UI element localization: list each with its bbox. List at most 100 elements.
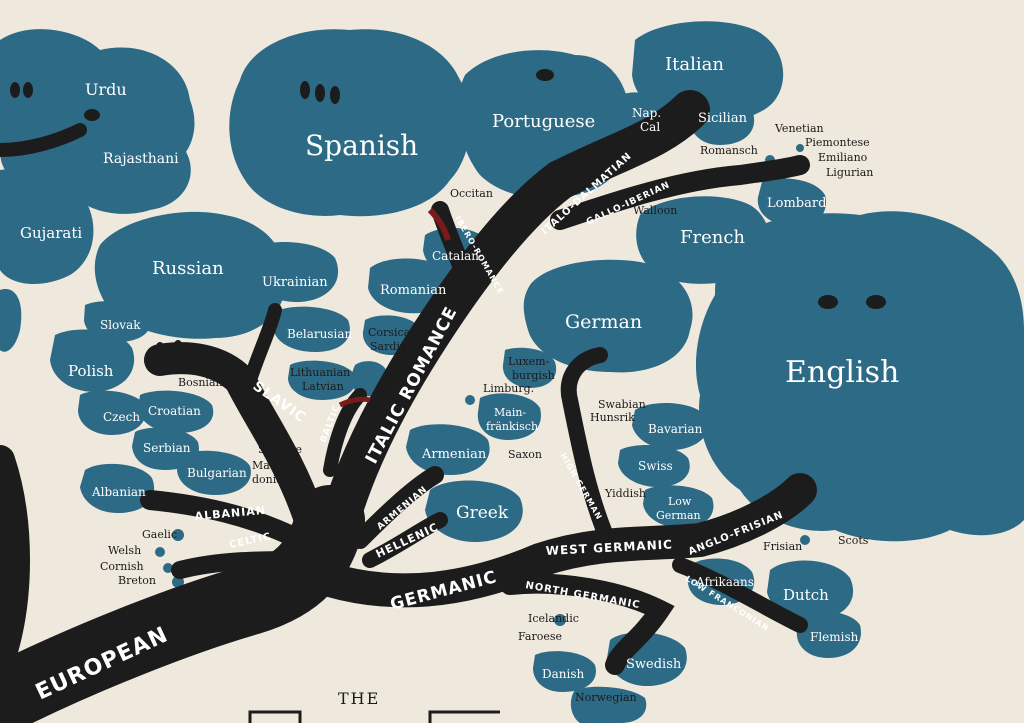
dot-3 (554, 614, 566, 626)
foliage-german (523, 259, 693, 373)
owl-eye-icon (818, 295, 838, 309)
foliage-danish (533, 651, 596, 692)
label-bulgarian: Bulgarian (187, 466, 247, 480)
label-armenian: Armenian (421, 447, 487, 462)
branch-label-albanian: ALBANIAN (194, 504, 266, 523)
label-cornish: Cornish (100, 560, 144, 573)
foliage-rajasthani (58, 127, 191, 214)
label-nap-1: Nap. (632, 106, 661, 120)
foliage-lombard (757, 178, 826, 227)
label-sicilian: Sicilian (698, 111, 748, 126)
label-emiliano: Emiliano (818, 151, 868, 164)
label-swedish: Swedish (626, 657, 682, 672)
label-welsh: Welsh (108, 544, 141, 557)
label-ligurian: Ligurian (826, 166, 873, 179)
branch-indo-iranian (0, 123, 87, 157)
label-macedonian-2: donian (252, 473, 290, 486)
label-sardinian: Sardinian (370, 340, 424, 353)
bird-icon (300, 81, 310, 99)
label-spanish: Spanish (305, 129, 418, 162)
label-mainfrankisch-2: fränkisch (486, 420, 538, 433)
foliage-ukrainian (252, 242, 339, 303)
dot-welsh (155, 547, 165, 557)
label-nap-2: Cal (640, 120, 660, 134)
label-icelandic: Icelandic (528, 612, 579, 625)
bird-icon (173, 340, 183, 356)
foliage-flemish (796, 611, 861, 658)
language-labels: Urdu Rajasthani Gujarati Spanish Portugu… (20, 54, 899, 704)
label-slovak: Slovak (100, 318, 141, 332)
label-bavarian: Bavarian (648, 422, 703, 436)
label-venetian: Venetian (774, 122, 824, 135)
label-limburg: Limburg. (483, 382, 534, 395)
label-romanian: Romanian (380, 283, 447, 298)
label-danish: Danish (542, 667, 585, 681)
label-portuguese: Portuguese (492, 111, 595, 132)
foliage-croatian (138, 390, 214, 433)
birds-decor (10, 69, 886, 358)
label-latin: Latin (396, 364, 423, 375)
foliage (0, 21, 1024, 723)
bird-icon (155, 342, 165, 358)
label-afrikaans: Afrikaans (695, 575, 754, 589)
branch-italic (320, 90, 710, 540)
label-mainfrankisch-1: Main- (494, 406, 526, 419)
dot-5 (800, 535, 810, 545)
label-polish: Polish (68, 362, 114, 380)
foliage-dutch (767, 560, 854, 621)
label-serbian: Serbian (143, 441, 191, 455)
foliage-belarusian (273, 306, 350, 352)
foliage-english (695, 211, 1024, 542)
title-prefix: THE (338, 689, 380, 708)
foliage-russian (94, 211, 286, 339)
branch-germanic (313, 473, 817, 608)
label-german: German (565, 311, 642, 333)
trunk-left-curve (0, 445, 30, 675)
label-bosnian: Bosnian (178, 376, 223, 389)
label-scots: Scots (838, 534, 869, 547)
label-yiddish: Yiddish (604, 487, 646, 500)
label-corsican: Corsican (368, 326, 417, 339)
label-galician: Galician (508, 199, 554, 212)
label-luxembourgish-2: burgish (512, 369, 555, 382)
label-occitan: Occitan (450, 187, 493, 200)
dot-2 (465, 395, 475, 405)
title-letter-fragment (248, 710, 500, 723)
branch-hellenic (362, 512, 448, 568)
label-croatian: Croatian (148, 404, 201, 418)
label-italian: Italian (665, 54, 724, 75)
label-belarusian: Belarusian (287, 327, 353, 341)
label-swiss: Swiss (638, 459, 673, 473)
label-norwegian: Norwegian (575, 691, 637, 704)
label-breton: Breton (118, 574, 156, 587)
label-latvian: Latvian (302, 380, 344, 393)
label-lombard: Lombard (767, 196, 826, 211)
bird-icon (23, 82, 33, 98)
label-ukrainian: Ukrainian (262, 275, 328, 290)
foliage-left-stub (0, 289, 22, 352)
foliage-mainfrankisch (477, 393, 541, 440)
label-macedonian-1: Mace- (252, 459, 286, 472)
label-low-german-2: German (656, 509, 701, 522)
foliage-italian (632, 21, 784, 122)
trunk-and-branches (0, 90, 817, 723)
label-romansch: Romansch (700, 144, 758, 157)
label-french: French (680, 227, 745, 248)
foliage-czech (78, 390, 146, 435)
foliage-armenian (406, 424, 490, 475)
red-accent-baltic (338, 396, 371, 408)
red-accent-ibero (427, 207, 451, 241)
foliage-lithuanian (288, 360, 356, 400)
foliage-swiss (618, 445, 690, 487)
dot-8 (796, 144, 804, 152)
label-piemontese: Piemontese (805, 136, 870, 149)
label-walloon: Walloon (633, 204, 677, 217)
label-lithuanian: Lithuanian (290, 366, 350, 379)
bird-icon (330, 86, 340, 104)
foliage-low-german (643, 485, 714, 528)
branch-ibero (431, 201, 479, 299)
label-saxon: Saxon (508, 448, 542, 461)
foliage-albanian (80, 463, 155, 513)
